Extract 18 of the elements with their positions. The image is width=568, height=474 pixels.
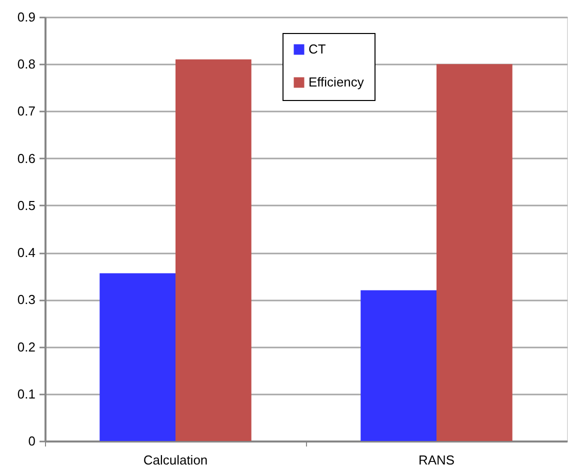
y-tick-label: 0.5: [17, 198, 36, 213]
y-tick-label: 0.9: [17, 10, 36, 24]
bar: [176, 59, 252, 441]
legend-label: CT: [308, 42, 326, 56]
x-tick-label: Calculation: [143, 452, 208, 468]
y-tick-label: 0.1: [17, 386, 36, 402]
legend-label: Efficiency: [308, 74, 364, 90]
bar: [436, 64, 512, 441]
y-tick-label: 0: [28, 434, 36, 448]
y-tick-label: 0.7: [17, 104, 36, 119]
y-tick-label: 0.6: [17, 150, 36, 166]
bar: [360, 290, 436, 441]
x-tick-label: RANS: [418, 452, 455, 468]
y-tick-label: 0.8: [17, 56, 36, 72]
y-tick-label: 0.4: [17, 245, 36, 260]
y-tick-label: 0.2: [17, 339, 36, 354]
bar: [100, 273, 176, 441]
y-tick-label: 0.3: [17, 292, 36, 308]
